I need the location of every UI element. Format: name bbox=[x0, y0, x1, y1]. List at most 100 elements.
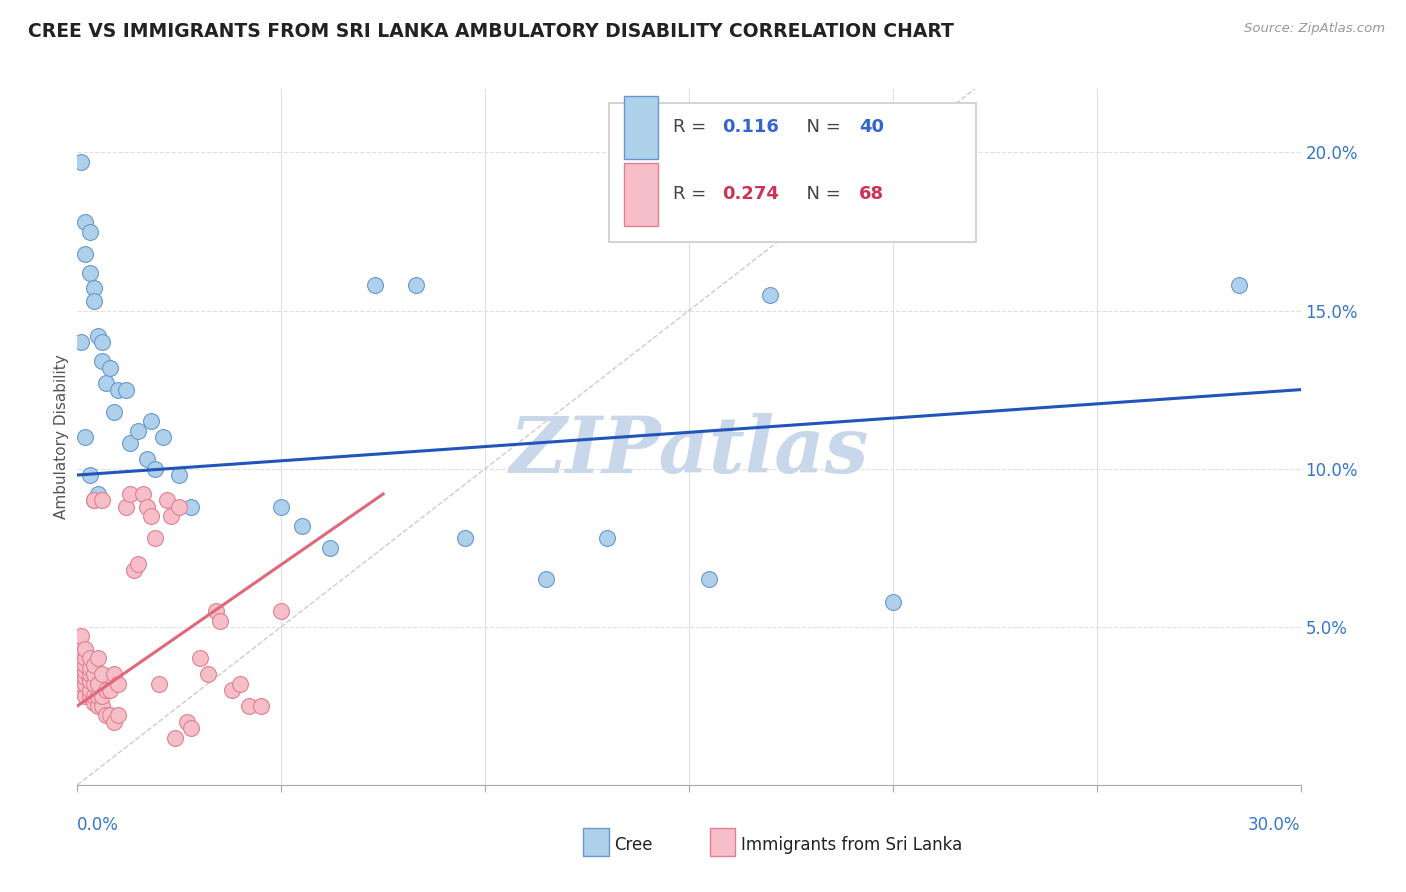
Point bbox=[156, 493, 179, 508]
Point bbox=[98, 360, 121, 375]
Point bbox=[534, 573, 557, 587]
Point bbox=[699, 573, 721, 587]
Point bbox=[319, 541, 342, 555]
Bar bbox=[624, 96, 658, 159]
Point bbox=[94, 683, 117, 698]
Point bbox=[270, 500, 292, 514]
Point bbox=[83, 690, 105, 704]
Text: R =: R = bbox=[673, 119, 711, 136]
Point bbox=[103, 714, 125, 729]
Point bbox=[169, 468, 191, 483]
Point bbox=[70, 677, 93, 691]
Point bbox=[364, 278, 387, 293]
Point bbox=[70, 657, 93, 672]
Point bbox=[250, 698, 273, 713]
Point bbox=[596, 531, 619, 545]
Point bbox=[75, 657, 97, 672]
Point bbox=[180, 500, 202, 514]
Point bbox=[75, 642, 97, 657]
Point bbox=[83, 294, 105, 309]
Point bbox=[66, 657, 89, 672]
Point bbox=[143, 461, 166, 475]
Point bbox=[759, 287, 782, 301]
Y-axis label: Ambulatory Disability: Ambulatory Disability bbox=[53, 355, 69, 519]
Point bbox=[83, 696, 105, 710]
Point bbox=[165, 731, 187, 745]
Point bbox=[1229, 278, 1251, 293]
Point bbox=[83, 281, 105, 295]
Point bbox=[70, 335, 93, 350]
Point bbox=[115, 500, 138, 514]
Point bbox=[90, 690, 112, 704]
Point bbox=[66, 683, 89, 698]
Point bbox=[127, 557, 149, 571]
Text: 68: 68 bbox=[859, 186, 884, 203]
Point bbox=[70, 642, 93, 657]
Point bbox=[98, 683, 121, 698]
Point bbox=[79, 266, 101, 280]
Point bbox=[107, 708, 129, 723]
Bar bbox=[624, 163, 658, 226]
Text: N =: N = bbox=[796, 119, 846, 136]
Text: 0.274: 0.274 bbox=[721, 186, 779, 203]
Point bbox=[270, 604, 292, 618]
Point bbox=[120, 487, 142, 501]
Point bbox=[79, 667, 101, 681]
Point bbox=[83, 493, 105, 508]
Point bbox=[238, 698, 260, 713]
Point bbox=[83, 677, 105, 691]
Point bbox=[75, 664, 97, 678]
Point bbox=[70, 629, 93, 643]
Point bbox=[90, 335, 112, 350]
Text: ZIPatlas: ZIPatlas bbox=[509, 413, 869, 489]
Point bbox=[197, 667, 219, 681]
Point bbox=[290, 518, 312, 533]
Point bbox=[143, 531, 166, 545]
Text: CREE VS IMMIGRANTS FROM SRI LANKA AMBULATORY DISABILITY CORRELATION CHART: CREE VS IMMIGRANTS FROM SRI LANKA AMBULA… bbox=[28, 22, 955, 41]
Text: 0.116: 0.116 bbox=[721, 119, 779, 136]
Point bbox=[79, 683, 101, 698]
Point bbox=[79, 661, 101, 675]
Point bbox=[127, 424, 149, 438]
Point bbox=[139, 509, 162, 524]
Point bbox=[66, 645, 89, 659]
Point bbox=[135, 500, 157, 514]
Point bbox=[229, 677, 252, 691]
Point bbox=[90, 493, 112, 508]
Point bbox=[882, 594, 904, 608]
Point bbox=[103, 405, 125, 419]
Text: Immigrants from Sri Lanka: Immigrants from Sri Lanka bbox=[741, 836, 962, 854]
Point bbox=[453, 531, 475, 545]
Point bbox=[87, 677, 110, 691]
Point bbox=[188, 651, 211, 665]
Point bbox=[208, 614, 231, 628]
Text: R =: R = bbox=[673, 186, 711, 203]
Point bbox=[94, 708, 117, 723]
Point bbox=[152, 430, 174, 444]
Point bbox=[79, 468, 101, 483]
Point bbox=[90, 667, 112, 681]
Point bbox=[103, 667, 125, 681]
Point bbox=[176, 714, 198, 729]
Point bbox=[139, 414, 162, 428]
Point bbox=[75, 670, 97, 684]
Point bbox=[79, 690, 101, 704]
Point bbox=[107, 677, 129, 691]
Point bbox=[70, 667, 93, 681]
Point bbox=[75, 215, 97, 229]
Point bbox=[180, 721, 202, 735]
Text: Cree: Cree bbox=[614, 836, 652, 854]
Point bbox=[98, 708, 121, 723]
Point bbox=[148, 677, 170, 691]
Point bbox=[79, 651, 101, 665]
Text: N =: N = bbox=[796, 186, 846, 203]
Point bbox=[221, 683, 243, 698]
Text: 40: 40 bbox=[859, 119, 884, 136]
Point bbox=[107, 383, 129, 397]
Point bbox=[87, 651, 110, 665]
Text: 0.0%: 0.0% bbox=[77, 816, 120, 834]
Point bbox=[75, 651, 97, 665]
Point bbox=[120, 436, 142, 450]
Point bbox=[205, 604, 228, 618]
Point bbox=[87, 329, 110, 343]
